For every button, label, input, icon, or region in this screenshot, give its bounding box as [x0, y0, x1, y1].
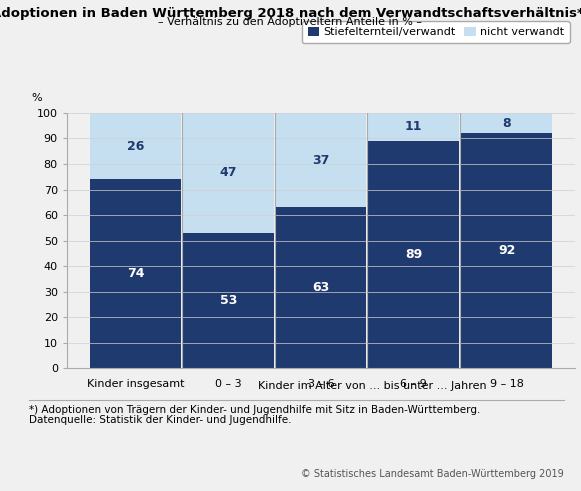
Text: 53: 53 — [220, 294, 237, 307]
Text: 47: 47 — [220, 166, 237, 179]
Bar — [461, 113, 552, 134]
Bar — [183, 113, 274, 233]
Text: Adoptionen in Baden Württemberg 2018 nach dem Verwandtschaftsverhältnis*): Adoptionen in Baden Württemberg 2018 nac… — [0, 7, 581, 20]
Bar — [90, 179, 181, 368]
Text: – Verhältnis zu den Adoptiveltern Anteile in % –: – Verhältnis zu den Adoptiveltern Anteil… — [159, 17, 422, 27]
Text: © Statistisches Landesamt Baden-Württemberg 2019: © Statistisches Landesamt Baden-Württemb… — [301, 469, 564, 479]
Bar — [183, 233, 274, 368]
Bar — [368, 113, 459, 141]
Text: *) Adoptionen von Trägern der Kinder- und Jugendhilfe mit Sitz in Baden-Württemb: *) Adoptionen von Trägern der Kinder- un… — [29, 405, 480, 415]
Text: 89: 89 — [405, 248, 422, 261]
Text: 26: 26 — [127, 139, 144, 153]
Text: Datenquelle: Statistik der Kinder- und Jugendhilfe.: Datenquelle: Statistik der Kinder- und J… — [29, 415, 292, 425]
Bar — [368, 141, 459, 368]
Bar — [90, 113, 181, 179]
Text: Kinder im Alter von ... bis unter ... Jahren: Kinder im Alter von ... bis unter ... Ja… — [257, 381, 486, 390]
Bar — [275, 207, 367, 368]
Text: 37: 37 — [313, 154, 329, 166]
Legend: Stiefelternteil/verwandt, nicht verwandt: Stiefelternteil/verwandt, nicht verwandt — [302, 22, 569, 43]
Text: 11: 11 — [405, 120, 422, 134]
Bar — [461, 134, 552, 368]
Text: 8: 8 — [503, 117, 511, 130]
Text: 74: 74 — [127, 267, 144, 280]
Bar — [275, 113, 367, 207]
Text: 63: 63 — [313, 281, 329, 294]
Text: 92: 92 — [498, 245, 515, 257]
Y-axis label: %: % — [31, 93, 42, 103]
